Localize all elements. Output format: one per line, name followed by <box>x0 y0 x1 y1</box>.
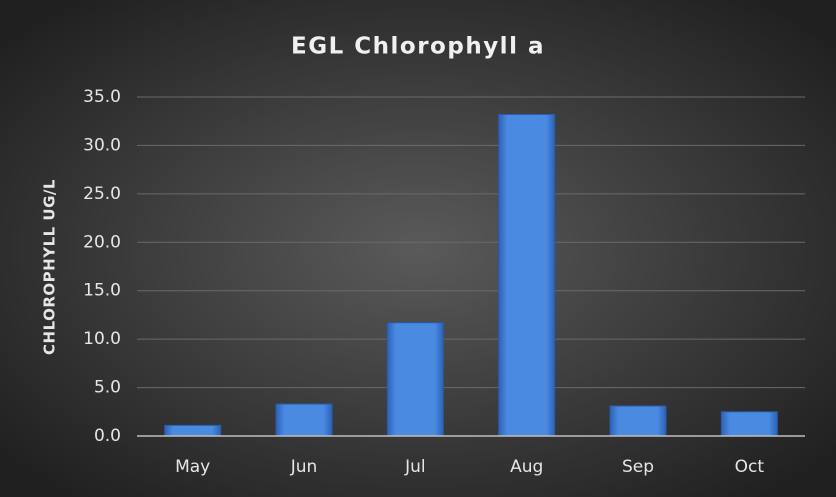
y-tick-label: 35.0 <box>83 87 121 107</box>
x-tick-label: Oct <box>735 457 765 477</box>
bar-shade <box>498 113 556 437</box>
x-tick-label: Jul <box>404 457 426 477</box>
y-tick-label: 0.0 <box>94 426 121 446</box>
x-tick-label: Aug <box>510 457 543 477</box>
bar-shade <box>609 405 667 437</box>
y-axis-title: CHLOROPHYLL UG/L <box>41 179 59 355</box>
y-tick-label: 15.0 <box>83 281 121 301</box>
chart-title: EGL Chlorophyll a <box>291 34 545 60</box>
y-tick-label: 25.0 <box>83 184 121 204</box>
y-tick-label: 10.0 <box>83 329 121 349</box>
x-tick-label: May <box>175 457 210 477</box>
bar-shade <box>275 403 333 437</box>
y-tick-label: 5.0 <box>94 378 121 398</box>
x-tick-label: Sep <box>622 457 654 477</box>
x-tick-label: Jun <box>290 457 318 477</box>
y-tick-label: 20.0 <box>83 232 121 252</box>
y-tick-label: 30.0 <box>83 135 121 155</box>
bar-shade <box>164 424 222 437</box>
bar-shade <box>386 322 444 437</box>
bar-shade <box>720 411 778 437</box>
